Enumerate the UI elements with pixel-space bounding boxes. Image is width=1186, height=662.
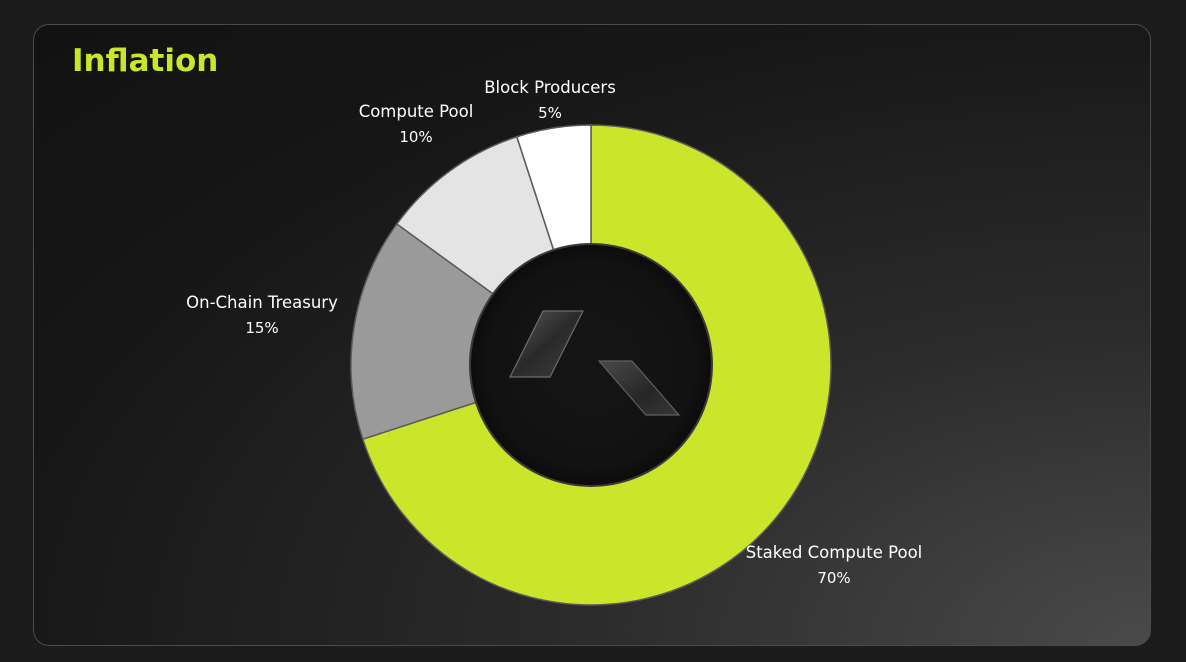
donut-slices xyxy=(350,124,832,606)
chart-card: Inflation Staked xyxy=(33,24,1151,646)
donut-inner-ring xyxy=(469,243,713,487)
slice-percent-label: 5% xyxy=(538,104,562,122)
logo-mark-icon xyxy=(509,310,681,416)
chart-title: Inflation xyxy=(72,43,219,79)
slice-label: Compute Pool xyxy=(359,102,474,121)
slice-label: On-Chain Treasury xyxy=(186,293,338,312)
slice-percent-label: 15% xyxy=(245,319,278,337)
donut-chart: Staked Compute Pool 70% On-Chain Treasury 1… xyxy=(186,78,922,606)
slice-percent-label: 70% xyxy=(817,569,850,587)
slice-label: Block Producers xyxy=(484,78,616,97)
donut-hole xyxy=(471,245,711,485)
slice-percent-label: 10% xyxy=(399,128,432,146)
slice-label: Staked Compute Pool xyxy=(746,543,923,562)
slice-labels: Staked Compute Pool 70% On-Chain Treasury 1… xyxy=(186,78,922,587)
